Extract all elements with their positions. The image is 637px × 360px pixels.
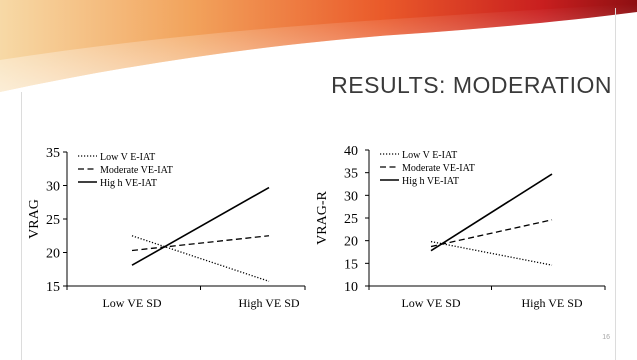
- y-tick-label: 20: [46, 247, 60, 262]
- header-swoosh-highlight: [0, 4, 637, 92]
- series-line-dashed: [131, 235, 270, 252]
- y-tick-label: 30: [344, 189, 358, 204]
- y-tick-label: 10: [344, 280, 358, 295]
- series-line-dashed: [430, 219, 553, 248]
- y-tick-label: 35: [46, 146, 60, 161]
- y-axis-label: VRAG: [27, 199, 42, 239]
- series-line-solid: [131, 186, 270, 266]
- series-line-dotted: [430, 240, 553, 266]
- y-tick-label: 25: [46, 213, 60, 228]
- legend-label: Hig h VE-IAT: [100, 178, 157, 189]
- chart-vrag: 15 20 25 30 35 Low VE SD High VE SD VRAG Low V E…: [27, 146, 306, 310]
- y-tick-label: 30: [46, 180, 60, 195]
- x-tick-label: High VE SD: [238, 296, 299, 310]
- slide-border-right: [615, 8, 616, 360]
- page-number: 16: [602, 334, 610, 341]
- y-tick-label: 20: [344, 235, 358, 250]
- series-line-solid: [430, 173, 553, 252]
- chart-vrag-r: 10 15 20 25 30 35 40 Low VE SD High VE SD VRAG-R L…: [315, 144, 606, 310]
- slide-border-left: [21, 92, 22, 360]
- x-tick-label: Low VE SD: [401, 296, 460, 310]
- legend-label: Low V E-IAT: [402, 150, 457, 161]
- series-line-dotted: [131, 235, 270, 282]
- legend-label: Hig h VE-IAT: [402, 176, 459, 187]
- y-tick-label: 25: [344, 212, 358, 227]
- y-tick-label: 40: [344, 144, 358, 159]
- y-tick-label: 35: [344, 167, 358, 182]
- y-tick-label: 15: [344, 257, 358, 272]
- slide-title: RESULTS: MODERATION: [331, 72, 612, 98]
- legend-label: Moderate VE-IAT: [402, 163, 475, 174]
- x-tick-label: Low VE SD: [102, 296, 161, 310]
- legend-label: Moderate VE-IAT: [100, 165, 173, 176]
- y-axis-label: VRAG-R: [315, 191, 330, 245]
- x-tick-label: High VE SD: [521, 296, 582, 310]
- legend-label: Low V E-IAT: [100, 152, 155, 163]
- y-tick-label: 15: [46, 280, 60, 295]
